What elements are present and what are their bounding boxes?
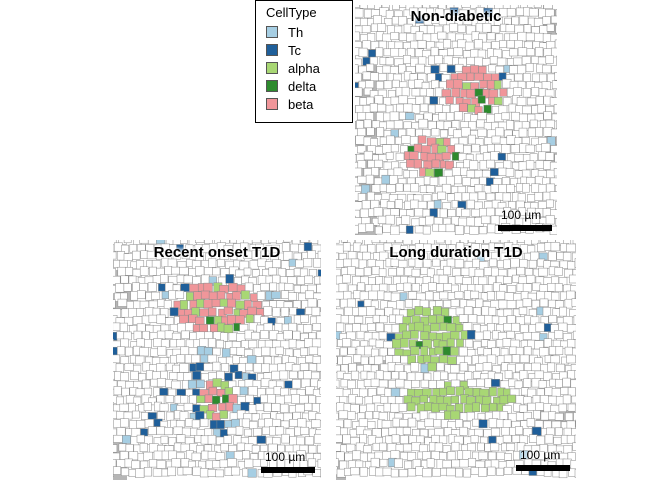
legend-label-delta: delta [288, 79, 317, 94]
panel-non-diabetic: Non-diabetic 100 µm [355, 5, 557, 235]
legend: CellType Th Tc alpha delta beta [255, 0, 353, 123]
legend-label-beta: beta [288, 97, 314, 112]
scalebar-non-diabetic [498, 225, 552, 231]
legend-swatch-th [266, 26, 278, 38]
legend-swatch-beta [266, 98, 278, 110]
panel-recent-onset-t1d: Recent onset T1D 100 µm [113, 240, 321, 480]
scalebar-long-duration-t1d [516, 465, 570, 471]
scalebar-label-recent-onset-t1d: 100 µm [265, 450, 306, 464]
legend-label-th: Th [288, 25, 304, 40]
panel-long-duration-t1d: Long duration T1D 100 µm [336, 240, 576, 480]
legend-label-tc: Tc [288, 43, 301, 58]
tissue-map-long-duration-t1d [336, 240, 576, 480]
legend-label-alpha: alpha [288, 61, 320, 76]
panel-title-recent-onset-t1d: Recent onset T1D [153, 244, 281, 261]
tissue-map-non-diabetic [355, 5, 557, 235]
scalebar-label-non-diabetic: 100 µm [501, 208, 542, 222]
panel-title-long-duration-t1d: Long duration T1D [389, 244, 523, 261]
legend-swatch-tc [266, 44, 278, 56]
tissue-map-recent-onset-t1d [113, 240, 321, 480]
legend-swatch-delta [266, 80, 278, 92]
scalebar-label-long-duration-t1d: 100 µm [520, 448, 561, 462]
legend-title: CellType [266, 5, 317, 20]
scalebar-recent-onset-t1d [261, 467, 315, 473]
legend-swatch-alpha [266, 62, 278, 74]
panel-title-non-diabetic: Non-diabetic [410, 8, 502, 25]
